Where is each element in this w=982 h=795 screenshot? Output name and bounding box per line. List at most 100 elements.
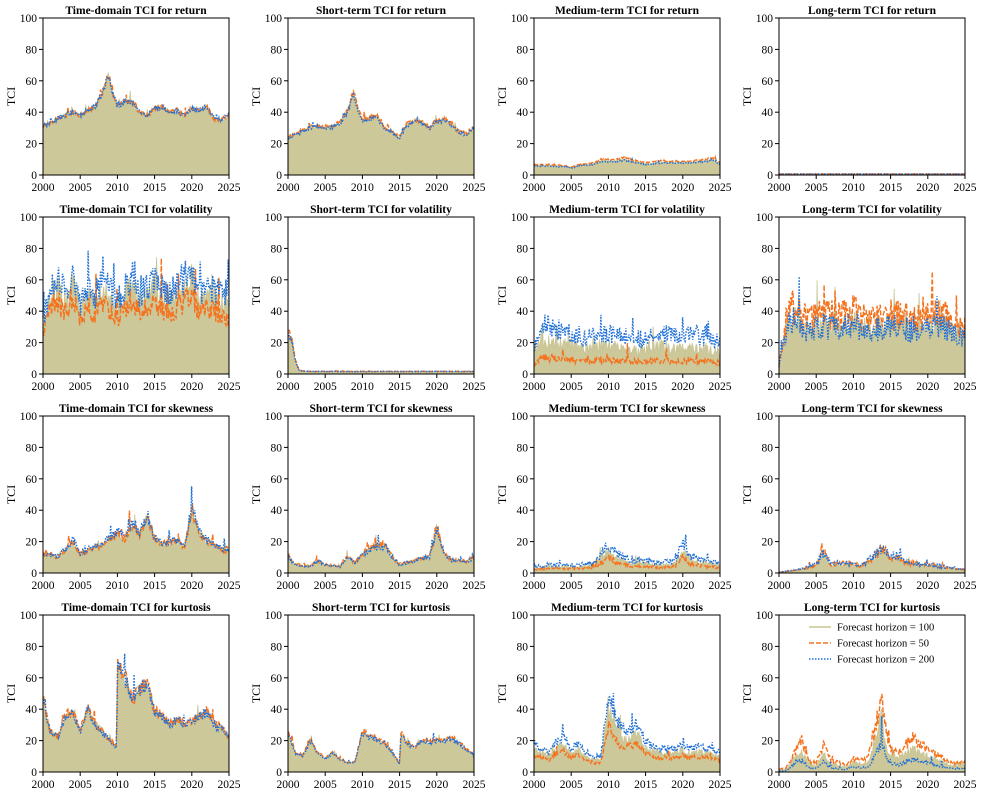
y-tick-label: 80 xyxy=(271,243,283,255)
y-tick-label: 40 xyxy=(26,704,38,716)
y-tick-label: 20 xyxy=(271,338,283,350)
x-tick-label: 2025 xyxy=(463,580,486,592)
x-tick-label: 2005 xyxy=(805,779,828,791)
x-tick-label: 2020 xyxy=(671,182,694,194)
y-tick-label: 40 xyxy=(271,306,283,318)
y-tick-label: 40 xyxy=(517,505,529,517)
x-tick-label: 2015 xyxy=(634,779,657,791)
y-tick-label: 60 xyxy=(26,673,38,685)
series-horizon-200 xyxy=(533,156,721,170)
axes-frame xyxy=(778,614,966,773)
x-tick-label: 2000 xyxy=(32,182,55,194)
x-tick-label: 2015 xyxy=(143,182,166,194)
series-horizon-200 xyxy=(287,526,475,569)
y-tick-label: 20 xyxy=(271,537,283,549)
x-tick-label: 2015 xyxy=(143,381,166,393)
x-tick-label: 2000 xyxy=(32,779,55,791)
panel-title: Short-term TCI for kurtosis xyxy=(312,602,450,614)
y-tick-label: 60 xyxy=(26,275,38,287)
x-tick-label: 2005 xyxy=(805,182,828,194)
x-tick-label: 2015 xyxy=(388,580,411,592)
x-tick-label: 2005 xyxy=(314,779,337,791)
y-tick-label: 80 xyxy=(762,442,774,454)
x-tick-label: 2000 xyxy=(32,381,55,393)
y-axis-label: TCI xyxy=(740,485,754,504)
y-tick-label: 40 xyxy=(762,505,774,517)
x-tick-label: 2010 xyxy=(597,779,620,791)
y-tick-label: 100 xyxy=(265,610,283,622)
x-tick-label: 2000 xyxy=(277,381,300,393)
x-tick-label: 2005 xyxy=(314,182,337,194)
y-tick-label: 40 xyxy=(26,306,38,318)
x-tick-label: 2005 xyxy=(314,381,337,393)
y-tick-label: 60 xyxy=(517,474,529,486)
x-tick-label: 2020 xyxy=(916,182,939,194)
y-tick-label: 40 xyxy=(517,704,529,716)
y-tick-label: 100 xyxy=(511,610,529,622)
series-horizon-50 xyxy=(42,75,230,129)
series-horizon-50 xyxy=(42,658,230,747)
panel-title: Short-term TCI for volatility xyxy=(310,204,452,216)
series-horizon-100 xyxy=(287,91,475,176)
series-horizon-200 xyxy=(533,693,721,760)
y-tick-label: 0 xyxy=(276,568,282,580)
axes-frame xyxy=(287,415,475,574)
panel-7: 0 20 40 60 80 100 2000 2005 2010 2015 2020 2025 TCI M… xyxy=(495,204,732,393)
x-tick-label: 2010 xyxy=(106,182,129,194)
panel-title: Time-domain TCI for return xyxy=(65,5,207,17)
panel-16: 0 20 40 60 80 100 2000 2005 2010 2015 2020 2025 TCI L… xyxy=(740,602,977,791)
x-tick-label: 2020 xyxy=(425,580,448,592)
x-tick-label: 2005 xyxy=(805,381,828,393)
y-tick-label: 100 xyxy=(20,212,38,224)
y-tick-label: 80 xyxy=(271,442,283,454)
y-tick-label: 60 xyxy=(762,275,774,287)
axes-frame xyxy=(533,216,721,375)
y-tick-label: 20 xyxy=(271,139,283,151)
x-tick-label: 2020 xyxy=(425,182,448,194)
panel-2: 0 20 40 60 80 100 2000 2005 2010 2015 2020 2025 TCI S… xyxy=(249,5,486,194)
y-tick-label: 0 xyxy=(31,568,37,580)
y-tick-label: 60 xyxy=(271,474,283,486)
y-tick-label: 0 xyxy=(767,568,773,580)
x-tick-label: 2025 xyxy=(709,580,732,592)
y-tick-label: 60 xyxy=(271,673,283,685)
y-tick-label: 40 xyxy=(271,107,283,119)
series-horizon-50 xyxy=(287,88,475,139)
y-tick-label: 0 xyxy=(276,170,282,182)
x-tick-label: 2025 xyxy=(218,779,241,791)
x-tick-label: 2000 xyxy=(768,182,791,194)
axes-frame xyxy=(778,216,966,375)
y-tick-label: 40 xyxy=(517,107,529,119)
series-horizon-100 xyxy=(533,547,721,574)
panel-title: Long-term TCI for volatility xyxy=(802,204,942,216)
y-tick-label: 80 xyxy=(26,641,38,653)
axes-frame xyxy=(778,17,966,176)
y-tick-label: 0 xyxy=(767,767,773,779)
y-tick-label: 60 xyxy=(271,76,283,88)
y-tick-label: 60 xyxy=(762,76,774,88)
x-tick-label: 2015 xyxy=(634,580,657,592)
y-tick-label: 60 xyxy=(762,673,774,685)
x-tick-label: 2010 xyxy=(597,580,620,592)
y-tick-label: 0 xyxy=(522,767,528,779)
panel-15: 0 20 40 60 80 100 2000 2005 2010 2015 2020 2025 TCI M… xyxy=(495,602,732,791)
y-tick-label: 20 xyxy=(271,736,283,748)
y-tick-label: 60 xyxy=(517,275,529,287)
series-horizon-50 xyxy=(778,693,966,771)
x-tick-label: 2005 xyxy=(805,580,828,592)
x-tick-label: 2020 xyxy=(671,580,694,592)
series-horizon-100 xyxy=(42,504,230,574)
y-tick-label: 60 xyxy=(762,474,774,486)
series-horizon-200 xyxy=(42,250,230,323)
x-tick-label: 2005 xyxy=(69,182,92,194)
series-horizon-200 xyxy=(533,534,721,569)
y-axis-label: TCI xyxy=(740,286,754,305)
x-tick-label: 2000 xyxy=(768,779,791,791)
panel-6: 0 20 40 60 80 100 2000 2005 2010 2015 2020 2025 TCI S… xyxy=(249,204,486,393)
x-tick-label: 2025 xyxy=(218,381,241,393)
y-tick-label: 80 xyxy=(26,44,38,56)
y-tick-label: 0 xyxy=(522,568,528,580)
x-tick-label: 2010 xyxy=(351,779,374,791)
x-tick-label: 2020 xyxy=(671,381,694,393)
